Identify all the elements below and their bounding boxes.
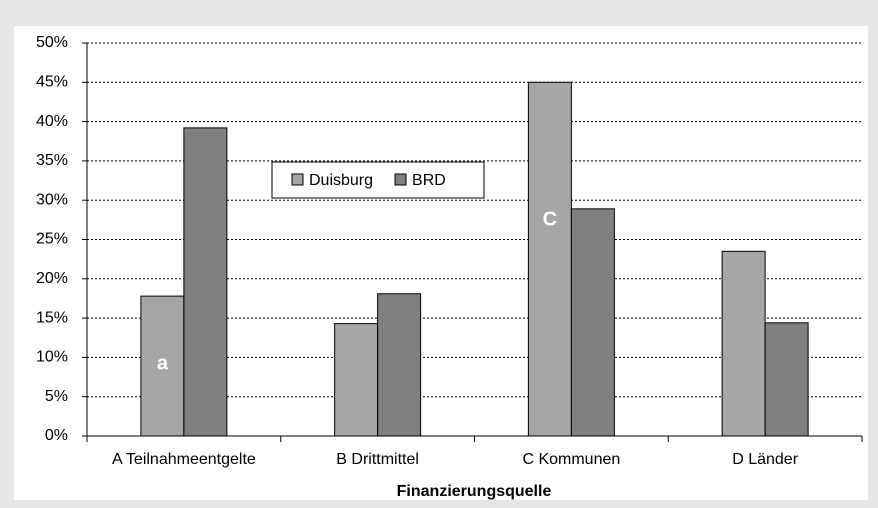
legend-swatch bbox=[291, 173, 304, 186]
y-tick-label: 0% bbox=[45, 427, 68, 444]
bar bbox=[334, 323, 379, 437]
bar bbox=[377, 293, 422, 437]
y-tick-label: 10% bbox=[36, 349, 68, 366]
bar bbox=[183, 127, 228, 437]
bar bbox=[721, 250, 766, 437]
y-tick-label: 50% bbox=[36, 34, 68, 51]
annotation: a bbox=[157, 352, 169, 374]
y-tick-label: 15% bbox=[36, 309, 68, 326]
legend-label: BRD bbox=[412, 172, 446, 189]
y-tick-label: 25% bbox=[36, 231, 68, 248]
y-tick-label: 45% bbox=[36, 74, 68, 91]
x-tick-label: D Länder bbox=[732, 451, 798, 468]
legend-label: Duisburg bbox=[309, 172, 373, 189]
annotation: C bbox=[543, 208, 557, 230]
x-tick-label: B Drittmittel bbox=[336, 451, 419, 468]
y-tick-label: 30% bbox=[36, 191, 68, 208]
bar bbox=[764, 322, 809, 437]
legend-swatch bbox=[394, 173, 407, 186]
x-tick-label: C Kommunen bbox=[522, 451, 620, 468]
legend-box bbox=[271, 161, 485, 199]
x-tick-label: A Teilnahmeentgelte bbox=[112, 451, 256, 468]
y-tick-label: 20% bbox=[36, 270, 68, 287]
y-tick-label: 40% bbox=[36, 113, 68, 130]
bar bbox=[140, 295, 185, 437]
bar bbox=[570, 208, 615, 437]
y-tick-label: 5% bbox=[45, 388, 68, 405]
bar bbox=[527, 81, 572, 437]
y-tick-label: 35% bbox=[36, 152, 68, 169]
x-axis-label: Finanzierungsquelle bbox=[397, 483, 552, 500]
